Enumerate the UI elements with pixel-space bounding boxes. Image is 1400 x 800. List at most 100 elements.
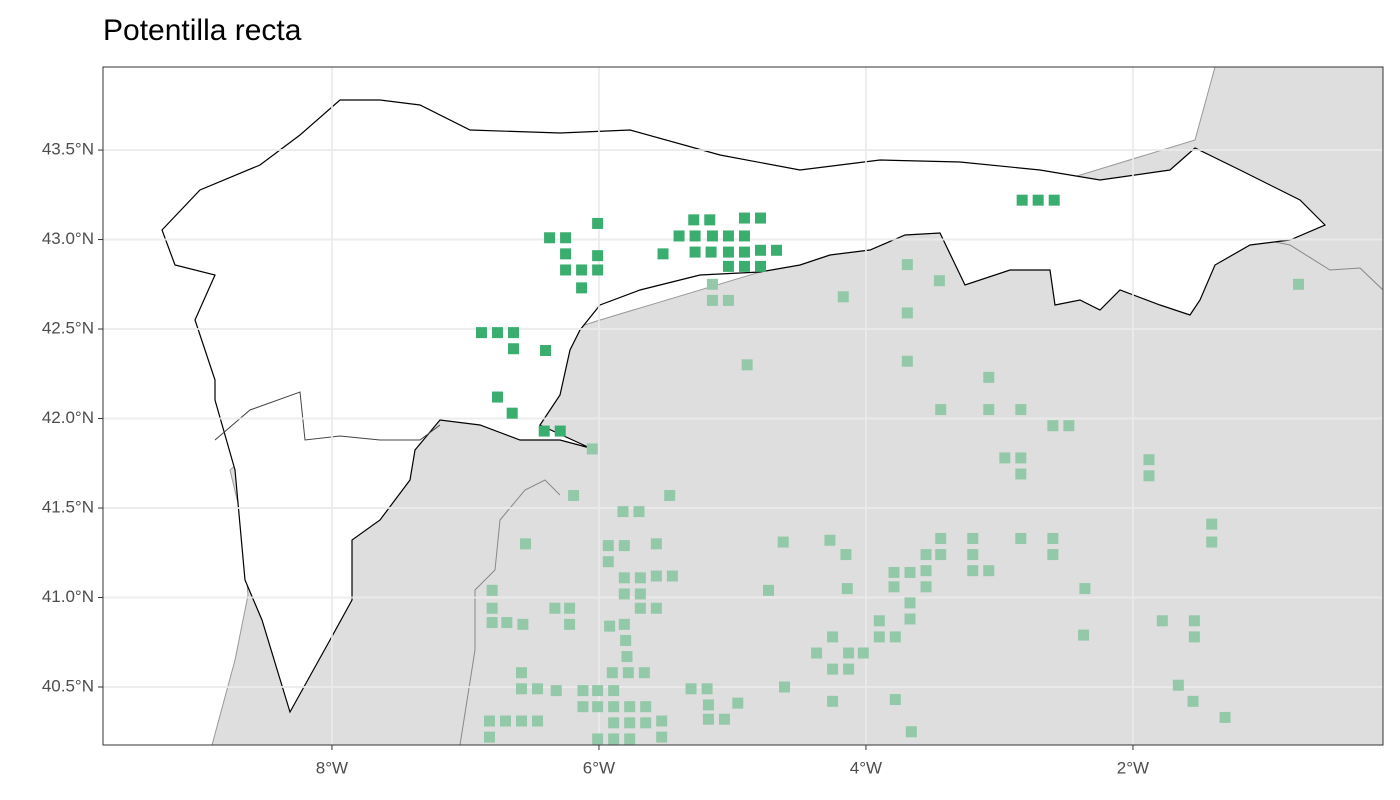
y-tick-label: 42.0°N (42, 408, 94, 427)
point (486, 584, 498, 596)
point (501, 617, 513, 629)
point (738, 230, 750, 242)
point (618, 588, 630, 600)
point (1219, 711, 1231, 723)
point (722, 260, 734, 272)
point (560, 232, 572, 244)
point (564, 602, 576, 614)
point (622, 667, 634, 679)
point (620, 634, 632, 646)
point (516, 667, 528, 679)
point (486, 617, 498, 629)
point (1015, 404, 1027, 416)
point (685, 683, 697, 695)
point (889, 694, 901, 706)
point (722, 230, 734, 242)
point (1016, 194, 1028, 206)
point (1048, 194, 1060, 206)
point (738, 260, 750, 272)
point (873, 631, 885, 643)
point (920, 581, 932, 593)
point (827, 631, 839, 643)
point (618, 540, 630, 552)
point (843, 647, 855, 659)
point (840, 549, 852, 561)
point (722, 294, 734, 306)
point (532, 715, 544, 727)
point (837, 291, 849, 303)
point (517, 618, 529, 630)
point (592, 701, 604, 713)
point (718, 713, 730, 725)
point (560, 248, 572, 260)
point (1206, 536, 1218, 548)
point (1156, 615, 1168, 627)
point (722, 246, 734, 258)
point (1047, 549, 1059, 561)
point (592, 733, 604, 745)
point (827, 663, 839, 675)
y-tick-label: 40.5°N (42, 676, 94, 695)
point (889, 631, 901, 643)
point (704, 214, 716, 226)
point (640, 701, 652, 713)
point (608, 685, 620, 697)
point (905, 726, 917, 738)
point (1143, 470, 1155, 482)
point (706, 278, 718, 290)
point (702, 699, 714, 711)
point (483, 715, 495, 727)
point (508, 343, 520, 355)
point (592, 685, 604, 697)
point (486, 602, 498, 614)
point (983, 565, 995, 577)
point (738, 246, 750, 258)
point (705, 246, 717, 258)
point (811, 647, 823, 659)
point (1015, 468, 1027, 480)
point (650, 602, 662, 614)
point (888, 566, 900, 578)
point (1292, 278, 1304, 290)
point (1188, 631, 1200, 643)
panel-border (102, 66, 1384, 746)
point (618, 618, 630, 630)
map-layer (103, 67, 1383, 745)
point (540, 345, 552, 357)
point (935, 404, 947, 416)
point (689, 246, 701, 258)
point (602, 556, 614, 568)
point (634, 572, 646, 584)
point (901, 355, 913, 367)
point (576, 282, 588, 294)
point (732, 697, 744, 709)
point (967, 565, 979, 577)
point (506, 407, 518, 419)
point (624, 733, 636, 745)
point (532, 683, 544, 695)
x-tick-label: 6°W (583, 758, 615, 777)
points (475, 194, 1304, 745)
point (754, 260, 766, 272)
point (664, 489, 676, 501)
point (967, 532, 979, 544)
point (827, 695, 839, 707)
y-tick-label: 43.5°N (42, 140, 94, 159)
point (1015, 532, 1027, 544)
point (1188, 615, 1200, 627)
point (618, 572, 630, 584)
point (564, 618, 576, 630)
point (650, 538, 662, 550)
point (602, 540, 614, 552)
point (935, 532, 947, 544)
point (967, 549, 979, 561)
point (554, 425, 566, 437)
point (688, 214, 700, 226)
point (634, 602, 646, 614)
point (824, 534, 836, 546)
point (738, 212, 750, 224)
point (1015, 452, 1027, 464)
point (1047, 532, 1059, 544)
point (621, 651, 633, 663)
point (608, 701, 620, 713)
